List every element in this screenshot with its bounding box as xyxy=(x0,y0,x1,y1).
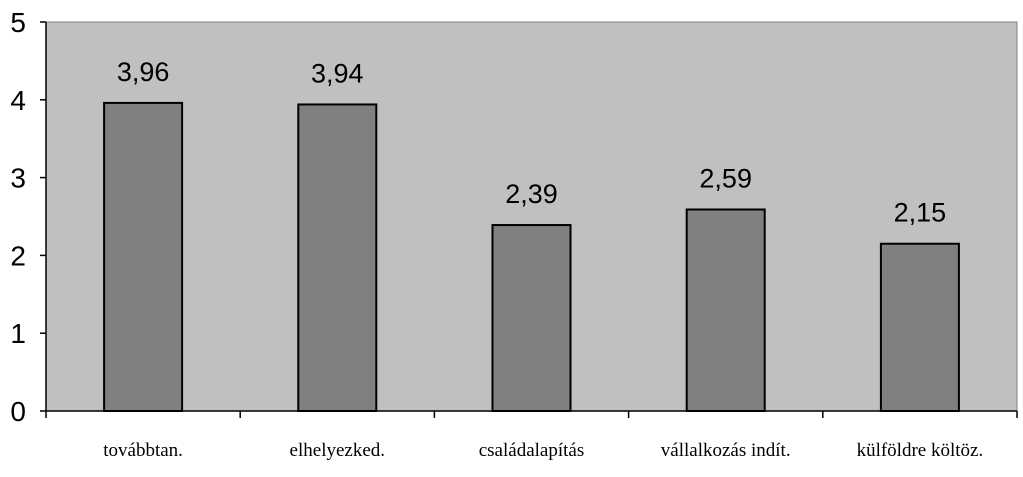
category-label: családalapítás xyxy=(479,440,585,461)
bar xyxy=(103,101,184,413)
data-label: 3,96 xyxy=(117,57,170,87)
category-labels-group: továbbtan. elhelyezked. családalapítás váll… xyxy=(103,440,983,461)
category-label: külföldre költöz. xyxy=(857,440,984,461)
category-label: továbbtan. xyxy=(103,440,183,461)
y-ticks-group: 0 1 2 3 4 5 xyxy=(10,7,46,427)
y-tick-label: 0 xyxy=(10,396,26,427)
bar xyxy=(297,103,378,413)
data-label: 3,94 xyxy=(311,58,364,88)
y-tick-label: 1 xyxy=(10,318,26,349)
y-tick-label: 5 xyxy=(10,7,26,38)
bars-group xyxy=(103,101,960,413)
data-label: 2,59 xyxy=(699,163,752,193)
y-tick-label: 4 xyxy=(10,85,26,116)
bar xyxy=(491,224,572,412)
y-tick-label: 2 xyxy=(10,240,26,271)
axes-group xyxy=(45,22,1017,412)
bar xyxy=(685,208,766,412)
y-tick-label: 3 xyxy=(10,163,26,194)
data-labels-group: 3,96 3,94 2,39 2,59 2,15 xyxy=(117,57,946,228)
bar xyxy=(879,242,960,412)
x-ticks-group xyxy=(45,411,1018,418)
data-label: 2,15 xyxy=(894,198,947,228)
category-label: elhelyezked. xyxy=(290,440,385,461)
data-label: 2,39 xyxy=(505,179,558,209)
category-label: vállalkozás indít. xyxy=(661,440,791,461)
